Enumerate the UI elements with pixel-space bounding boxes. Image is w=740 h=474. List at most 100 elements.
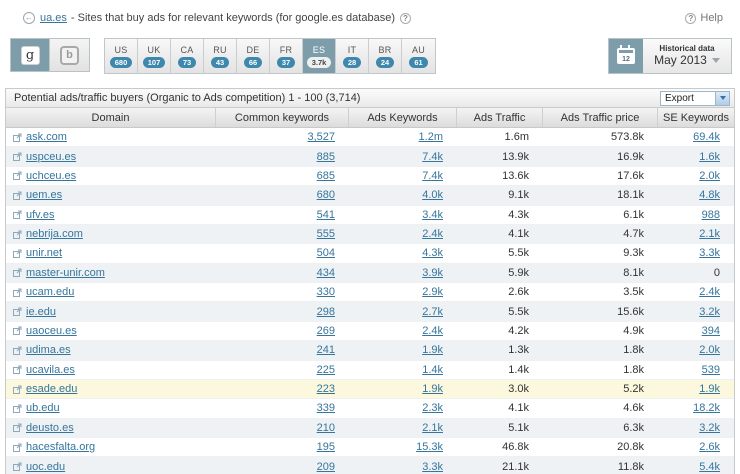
engine-google-button[interactable]: g [11, 39, 50, 71]
value-link[interactable]: 539 [701, 363, 720, 376]
help-link[interactable]: ? Help [685, 12, 723, 24]
country-tab-de[interactable]: DE 66 [237, 39, 270, 73]
column-header-domain[interactable]: Domain [6, 108, 216, 127]
country-tab-es[interactable]: ES 3.7k [303, 39, 336, 73]
value-link[interactable]: 3.3k [422, 460, 443, 473]
value-link[interactable]: 3.2k [699, 421, 720, 434]
value-link[interactable]: 1.9k [422, 383, 443, 396]
country-tab-uk[interactable]: UK 107 [138, 39, 171, 73]
value-link[interactable]: 330 [316, 286, 335, 299]
value-link[interactable]: 434 [316, 266, 335, 279]
common-keywords-cell: 885 [216, 147, 349, 165]
column-header-se-keywords[interactable]: SE Keywords [662, 111, 730, 124]
country-tab-us[interactable]: US 680 [105, 39, 138, 73]
value-link[interactable]: 2.4k [422, 324, 443, 337]
value-link[interactable]: 7.4k [422, 169, 443, 182]
value-link[interactable]: 298 [316, 305, 335, 318]
value-link[interactable]: 1.2m [418, 131, 443, 144]
domain-link[interactable]: uspceu.es [26, 150, 77, 163]
domain-link[interactable]: ucam.edu [26, 286, 75, 299]
domain-link[interactable]: ub.edu [26, 402, 60, 415]
domain-link[interactable]: uaoceu.es [26, 324, 77, 337]
engine-bing-button[interactable]: b [50, 39, 89, 71]
column-header-common-keywords[interactable]: Common keywords [216, 108, 349, 127]
domain-link[interactable]: deusto.es [26, 421, 74, 434]
domain-link[interactable]: ufv.es [26, 208, 55, 221]
calendar-button[interactable]: 12 [609, 39, 643, 73]
value-link[interactable]: 680 [316, 189, 335, 202]
title-help-icon[interactable]: ? [399, 12, 411, 24]
value-link[interactable]: 4.0k [422, 189, 443, 202]
report-domain-link[interactable]: ua.es [40, 12, 67, 24]
value-link[interactable]: 2.0k [699, 344, 720, 357]
value-link[interactable]: 269 [316, 324, 335, 337]
domain-link[interactable]: udima.es [26, 344, 71, 357]
value-link[interactable]: 2.6k [699, 441, 720, 454]
historical-data-dropdown[interactable]: Historical data May 2013 [643, 39, 731, 73]
value-link[interactable]: 1.6k [699, 150, 720, 163]
domain-link[interactable]: master-unir.com [26, 266, 105, 279]
value-link[interactable]: 2.0k [699, 169, 720, 182]
value-link[interactable]: 885 [316, 150, 335, 163]
value-link[interactable]: 1.9k [699, 383, 720, 396]
value-link[interactable]: 69.4k [693, 131, 720, 144]
value-link[interactable]: 3.3k [699, 247, 720, 260]
value-link[interactable]: 541 [316, 208, 335, 221]
value-link[interactable]: 2.7k [422, 305, 443, 318]
value-link[interactable]: 3,527 [307, 131, 335, 144]
value-link[interactable]: 3.9k [422, 266, 443, 279]
value-link[interactable]: 209 [316, 460, 335, 473]
value-link[interactable]: 210 [316, 421, 335, 434]
value-link[interactable]: 2.3k [422, 402, 443, 415]
value-link[interactable]: 241 [316, 344, 335, 357]
domain-link[interactable]: esade.edu [26, 383, 78, 396]
value-link[interactable]: 3.2k [699, 305, 720, 318]
value-link[interactable]: 2.4k [422, 228, 443, 241]
domain-link[interactable]: ie.edu [26, 305, 56, 318]
country-tab-ca[interactable]: CA 73 [171, 39, 204, 73]
domain-link[interactable]: uchceu.es [26, 169, 77, 182]
export-dropdown[interactable]: Export [660, 90, 730, 106]
value-link[interactable]: 3.4k [422, 208, 443, 221]
back-icon[interactable]: ← [23, 12, 35, 24]
value-link[interactable]: 394 [701, 324, 720, 337]
value-link[interactable]: 988 [701, 208, 720, 221]
domain-link[interactable]: ask.com [26, 131, 67, 144]
value-link[interactable]: 1.9k [422, 344, 443, 357]
value-link[interactable]: 195 [316, 441, 335, 454]
domain-link[interactable]: hacesfalta.org [26, 441, 96, 454]
value-link[interactable]: 223 [316, 383, 335, 396]
column-header-ads-keywords[interactable]: Ads Keywords [349, 108, 457, 127]
value-link[interactable]: 4.8k [699, 189, 720, 202]
value-link[interactable]: 225 [316, 363, 335, 376]
value-link[interactable]: 2.1k [422, 421, 443, 434]
value-link[interactable]: 4.3k [422, 247, 443, 260]
country-tab-br[interactable]: BR 24 [369, 39, 402, 73]
country-tab-au[interactable]: AU 61 [402, 39, 435, 73]
country-tab-ru[interactable]: RU 43 [204, 39, 237, 73]
ads-traffic-cell: 46.8k [457, 438, 543, 456]
domain-link[interactable]: uem.es [26, 189, 63, 202]
ads-keywords-cell: 4.3k [349, 244, 457, 262]
domain-link[interactable]: nebrija.com [26, 228, 83, 241]
value-link[interactable]: 5.4k [699, 460, 720, 473]
value-link[interactable]: 555 [316, 228, 335, 241]
country-tab-fr[interactable]: FR 37 [270, 39, 303, 73]
value-link[interactable]: 339 [316, 402, 335, 415]
domain-link[interactable]: uoc.edu [26, 460, 66, 473]
column-header-ads-traffic-price[interactable]: Ads Traffic price [543, 108, 658, 127]
column-header-ads-traffic[interactable]: Ads Traffic [457, 108, 543, 127]
value-link[interactable]: 15.3k [416, 441, 443, 454]
country-tab-it[interactable]: IT 28 [336, 39, 369, 73]
value-link[interactable]: 2.4k [699, 286, 720, 299]
domain-link[interactable]: ucavila.es [26, 363, 75, 376]
value-link[interactable]: 2.9k [422, 286, 443, 299]
value-link[interactable]: 504 [316, 247, 335, 260]
domain-link[interactable]: unir.net [26, 247, 63, 260]
value-link[interactable]: 18.2k [693, 402, 720, 415]
value-link[interactable]: 2.1k [699, 228, 720, 241]
value-link[interactable]: 7.4k [422, 150, 443, 163]
value-link[interactable]: 685 [316, 169, 335, 182]
value-link[interactable]: 1.4k [422, 363, 443, 376]
ads-keywords-cell: 2.7k [349, 302, 457, 320]
